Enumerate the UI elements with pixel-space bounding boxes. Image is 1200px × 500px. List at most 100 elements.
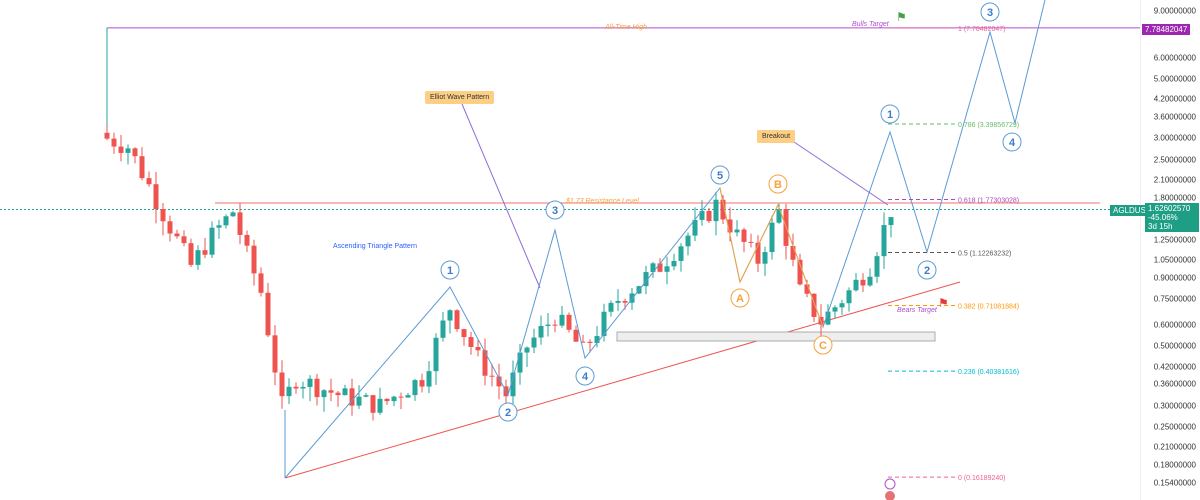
lightning-event-icon bbox=[884, 478, 896, 490]
price-chart[interactable]: 1 2 3 4 5 A B C 1 2 3 4 1 (7.78482047) 0.786 (3.39856… bbox=[0, 0, 1140, 500]
candle-body bbox=[650, 263, 656, 273]
candle-body bbox=[552, 324, 558, 326]
candle-body bbox=[615, 300, 621, 303]
bears-target-label: Bears Target bbox=[897, 307, 937, 314]
candle-body bbox=[244, 234, 250, 246]
candle-body bbox=[489, 375, 495, 377]
y-tick-label: 6.00000000 bbox=[1153, 53, 1196, 63]
candle-body bbox=[300, 386, 306, 389]
candle-body bbox=[853, 279, 859, 291]
current-price-badge: 1.62602570 -45.06% 3d 15h bbox=[1145, 203, 1199, 232]
candle-body bbox=[657, 263, 663, 272]
y-tick-label: 5.00000000 bbox=[1153, 74, 1196, 84]
symbol-badge: AGLDUSD bbox=[1110, 205, 1155, 216]
candle-body bbox=[769, 222, 775, 253]
candle-body bbox=[230, 212, 236, 217]
wave-label: 3 bbox=[987, 7, 993, 19]
candle-body bbox=[685, 235, 691, 247]
candle-body bbox=[251, 245, 257, 274]
candle-body bbox=[839, 303, 845, 308]
candle-body bbox=[447, 310, 453, 321]
wave-label-circle bbox=[768, 174, 788, 194]
candle-body bbox=[328, 390, 334, 393]
candle-body bbox=[202, 250, 208, 255]
wave-label-circle bbox=[575, 366, 595, 386]
wave-label: 2 bbox=[924, 265, 930, 277]
candle-body bbox=[643, 272, 649, 287]
candle-body bbox=[811, 293, 817, 317]
fib-level-label: 0 (0.16189240) bbox=[958, 475, 1005, 482]
y-tick-label: 4.20000000 bbox=[1153, 94, 1196, 104]
candle-body bbox=[699, 210, 705, 220]
candle-body bbox=[881, 225, 887, 257]
candle-body bbox=[265, 292, 271, 336]
y-tick-label: 3.00000000 bbox=[1153, 133, 1196, 143]
ath-label: All-Time High bbox=[605, 24, 647, 31]
price-change: -45.06% bbox=[1148, 213, 1178, 222]
green-flag-icon: ⚑ bbox=[896, 10, 907, 24]
candle-body bbox=[804, 284, 810, 294]
abc-correction-path bbox=[719, 187, 824, 328]
wave-label-circle bbox=[545, 200, 565, 220]
y-tick-label: 0.50000000 bbox=[1153, 341, 1196, 351]
candle-body bbox=[307, 378, 313, 387]
candle-body bbox=[391, 396, 397, 402]
y-tick-label: 0.21000000 bbox=[1153, 442, 1196, 452]
candle-body bbox=[545, 324, 551, 326]
candle-body bbox=[216, 225, 222, 228]
candle-body bbox=[209, 227, 215, 255]
candle-body bbox=[377, 398, 383, 413]
candle-body bbox=[349, 388, 355, 406]
fib-level-label: 0.382 (0.71081884) bbox=[958, 303, 1019, 310]
wave-label-circle bbox=[730, 288, 750, 308]
elliot-wave-callout[interactable]: Elliot Wave Pattern bbox=[425, 91, 495, 104]
wave-label-circle bbox=[917, 260, 937, 280]
candle-body bbox=[286, 386, 292, 397]
candle-body bbox=[874, 256, 880, 277]
wave-label-circle bbox=[498, 402, 518, 422]
candle-body bbox=[398, 396, 404, 398]
candle-body bbox=[104, 132, 110, 139]
candle-body bbox=[454, 310, 460, 330]
candle-body bbox=[146, 178, 152, 185]
wave-label-circle bbox=[880, 104, 900, 124]
candle-body bbox=[118, 146, 124, 153]
wave-label: 5 bbox=[717, 170, 723, 182]
candle-body bbox=[167, 221, 173, 234]
candle-body bbox=[867, 276, 873, 286]
wave-label-circle bbox=[813, 335, 833, 355]
candle-body bbox=[419, 380, 425, 387]
candle-body bbox=[405, 395, 411, 398]
candle-body bbox=[153, 184, 159, 210]
candle-body bbox=[433, 337, 439, 372]
wave-label-circle bbox=[980, 2, 1000, 22]
candle-body bbox=[678, 246, 684, 261]
candle-body bbox=[524, 347, 530, 353]
price-axis[interactable]: 9.00000000 6.00000000 5.00000000 4.20000000… bbox=[1140, 0, 1200, 500]
wave-label: 1 bbox=[887, 109, 893, 121]
candle-body bbox=[538, 325, 544, 338]
candle-body bbox=[468, 337, 474, 347]
y-tick-label: 0.15400000 bbox=[1153, 478, 1196, 488]
y-tick-label: 1.05000000 bbox=[1153, 255, 1196, 265]
candle-body bbox=[314, 378, 320, 398]
candle-body bbox=[132, 148, 138, 157]
candle-body bbox=[475, 346, 481, 351]
breakout-callout-pointer bbox=[793, 141, 889, 206]
wave-label: A bbox=[736, 293, 744, 305]
candle-body bbox=[293, 386, 299, 389]
candle-body bbox=[594, 336, 600, 344]
candle-body bbox=[601, 311, 607, 337]
fib-level-label: 1 (7.78482047) bbox=[958, 26, 1005, 33]
fib-level-label: 0.236 (0.40381616) bbox=[958, 369, 1019, 376]
candle-body bbox=[706, 210, 712, 222]
candle-body bbox=[160, 209, 166, 222]
bulls-target-label: Bulls Target bbox=[852, 21, 889, 28]
candle-body bbox=[181, 236, 187, 244]
wave-label-circle bbox=[710, 165, 730, 185]
candle-body bbox=[272, 335, 278, 373]
breakout-callout[interactable]: Breakout bbox=[757, 130, 796, 143]
wave-label: C bbox=[819, 340, 827, 352]
candle-body bbox=[258, 273, 264, 293]
candle-body bbox=[279, 372, 285, 397]
